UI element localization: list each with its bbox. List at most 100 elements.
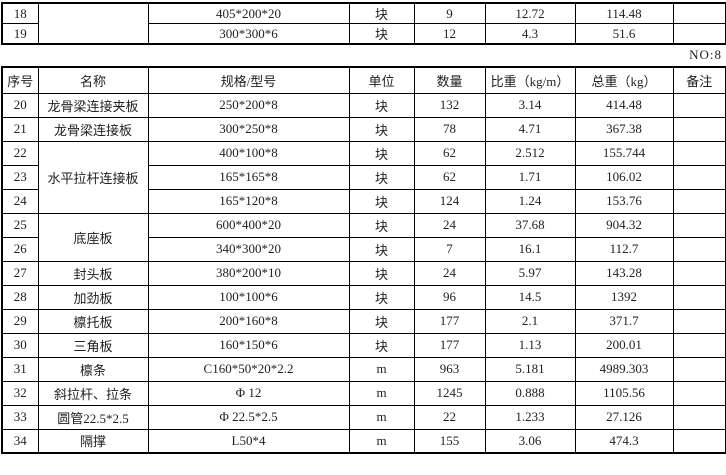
table-row: 19 300*300*6 块 12 4.3 51.6 [1, 23, 726, 45]
cell-note [672, 2, 726, 24]
cell-serial: 29 [1, 308, 39, 334]
cell-spec: Φ 12 [147, 380, 350, 406]
cell-spec: 600*400*20 [147, 212, 350, 238]
cell-unit: 块 [348, 260, 415, 286]
cell-serial: 19 [1, 23, 39, 45]
cell-spec: 405*200*20 [147, 2, 350, 24]
cell-spec: 165*120*8 [147, 188, 350, 214]
cell-qty: 96 [413, 284, 486, 310]
cell-note [672, 308, 726, 334]
cell-spec: 300*250*8 [147, 116, 350, 142]
cell-spec: 300*300*6 [147, 23, 350, 45]
cell-serial: 20 [1, 92, 39, 118]
cell-spec: 160*150*6 [147, 332, 350, 358]
table-row: 32 斜拉杆、拉条 Φ 12 m 1245 0.888 1105.56 [1, 380, 726, 406]
cell-unit-weight: 3.14 [484, 92, 576, 118]
cell-serial: 28 [1, 284, 39, 310]
cell-spec: 200*160*8 [147, 308, 350, 334]
cell-unit: 块 [348, 332, 415, 358]
header-spec: 规格/型号 [147, 66, 350, 94]
cell-note [672, 188, 726, 214]
cell-qty: 132 [413, 92, 486, 118]
cell-name: 龙骨梁连接板 [37, 116, 149, 142]
cell-name: 圆管22.5*2.5 [37, 404, 149, 430]
cell-qty: 155 [413, 428, 486, 454]
cell-unit-weight: 3.06 [484, 428, 576, 454]
cell-qty: 62 [413, 140, 486, 166]
table-row: 18 405*200*20 块 9 12.72 114.48 [1, 2, 726, 45]
table-row: 27 封头板 380*200*10 块 24 5.97 143.28 [1, 260, 726, 286]
cell-note [672, 23, 726, 45]
cell-name: 龙骨梁连接夹板 [37, 92, 149, 118]
cell-qty: 9 [413, 2, 486, 24]
cell-total-weight: 27.126 [574, 404, 674, 430]
cell-qty: 12 [413, 23, 486, 45]
cell-unit-weight: 4.3 [484, 23, 576, 45]
page-number: NO:8 [689, 47, 722, 62]
cell-note [672, 380, 726, 406]
cell-total-weight: 474.3 [574, 428, 674, 454]
cell-serial: 34 [1, 428, 39, 454]
table-row: 21 龙骨梁连接板 300*250*8 块 78 4.71 367.38 [1, 116, 726, 142]
parts-table-continued: 18 405*200*20 块 9 12.72 114.48 19 300*30… [1, 2, 726, 45]
cell-note [672, 140, 726, 166]
cell-total-weight: 1105.56 [574, 380, 674, 406]
cell-unit: m [348, 428, 415, 454]
cell-unit: m [348, 380, 415, 406]
cell-qty: 177 [413, 332, 486, 358]
cell-qty: 78 [413, 116, 486, 142]
cell-serial: 21 [1, 116, 39, 142]
cell-total-weight: 155.744 [574, 140, 674, 166]
cell-unit-weight: 12.72 [484, 2, 576, 24]
parts-table: 序号 名称 规格/型号 单位 数量 比重（kg/m） 总重（kg） 备注 20 … [1, 66, 726, 454]
table-row: 28 加劲板 100*100*6 块 96 14.5 1392 [1, 284, 726, 310]
cell-unit: 块 [348, 284, 415, 310]
cell-total-weight: 414.48 [574, 92, 674, 118]
cell-unit-weight: 37.68 [484, 212, 576, 238]
table-row: 34 隔撑 L50*4 m 155 3.06 474.3 [1, 428, 726, 454]
cell-spec: L50*4 [147, 428, 350, 454]
cell-total-weight: 367.38 [574, 116, 674, 142]
cell-serial: 18 [1, 2, 39, 24]
cell-spec: 165*165*8 [147, 164, 350, 190]
table-header-row: 序号 名称 规格/型号 单位 数量 比重（kg/m） 总重（kg） 备注 [1, 66, 726, 94]
cell-total-weight: 904.32 [574, 212, 674, 238]
cell-unit-weight: 1.71 [484, 164, 576, 190]
cell-unit-weight: 16.1 [484, 236, 576, 262]
cell-qty: 24 [413, 212, 486, 238]
table-row: 24 165*120*8 块 124 1.24 153.76 [1, 188, 726, 214]
cell-name: 斜拉杆、拉条 [37, 380, 149, 406]
cell-note [672, 404, 726, 430]
cell-total-weight: 153.76 [574, 188, 674, 214]
cell-name: 水平拉杆连接板 [37, 140, 149, 214]
cell-unit: m [348, 404, 415, 430]
cell-name: 三角板 [37, 332, 149, 358]
cell-serial: 27 [1, 260, 39, 286]
cell-serial: 26 [1, 236, 39, 262]
cell-spec: C160*50*20*2.2 [147, 356, 350, 382]
cell-total-weight: 371.7 [574, 308, 674, 334]
cell-serial: 25 [1, 212, 39, 238]
cell-serial: 24 [1, 188, 39, 214]
cell-unit: 块 [348, 236, 415, 262]
cell-qty: 124 [413, 188, 486, 214]
cell-name [37, 2, 149, 45]
cell-unit: 块 [348, 188, 415, 214]
cell-spec: 400*100*8 [147, 140, 350, 166]
cell-note [672, 212, 726, 238]
cell-serial: 30 [1, 332, 39, 358]
cell-unit: 块 [348, 23, 415, 45]
cell-qty: 177 [413, 308, 486, 334]
header-unit-weight: 比重（kg/m） [484, 66, 576, 94]
cell-unit: m [348, 356, 415, 382]
cell-total-weight: 106.02 [574, 164, 674, 190]
cell-unit: 块 [348, 212, 415, 238]
cell-unit: 块 [348, 164, 415, 190]
cell-note [672, 356, 726, 382]
cell-unit: 块 [348, 116, 415, 142]
cell-unit-weight: 14.5 [484, 284, 576, 310]
cell-name: 檩托板 [37, 308, 149, 334]
header-note: 备注 [672, 66, 726, 94]
cell-unit: 块 [348, 140, 415, 166]
